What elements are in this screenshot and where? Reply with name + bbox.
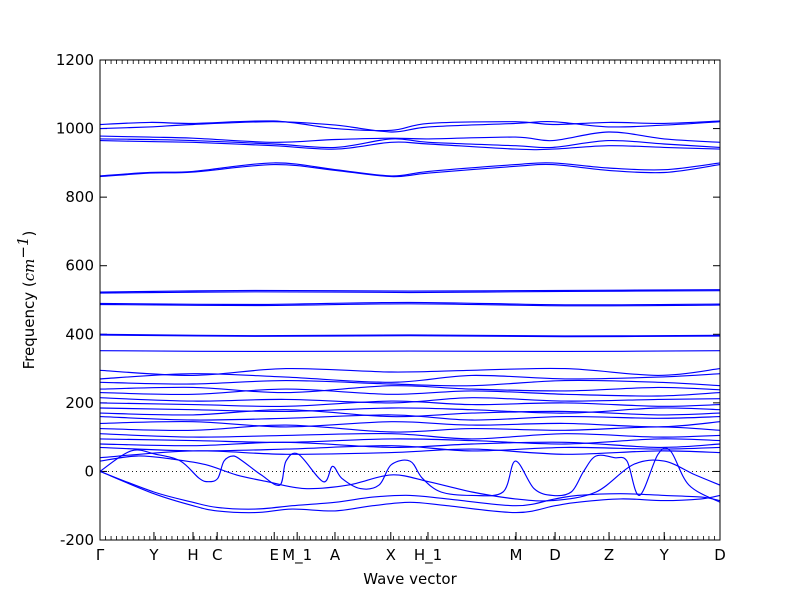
kpoint-label: Γ [96,546,105,564]
band-line [99,400,721,407]
band-line [99,397,721,404]
y-axis-label-exponent: −1 [14,236,32,258]
band-line [99,367,721,376]
band-line [99,379,721,387]
kpoint-label: Y [148,546,159,564]
band-line [99,424,721,433]
y-axis-label-suffix: ) [20,231,38,237]
kpoint-label: E [269,546,278,564]
x-axis-label: Wave vector [363,570,457,588]
band-line [99,289,721,293]
y-axis-ticks: -200 0 200 400 600 800 1000 1200 [56,51,720,549]
kpoint-label: C [212,546,222,564]
band-line [99,407,721,414]
band-line [99,162,721,177]
y-tick-label: 400 [65,325,94,343]
band-line [99,131,721,143]
band-line [99,421,721,428]
y-tick-label: 1200 [56,51,94,69]
y-tick-label: -200 [60,531,94,549]
band-line [99,385,721,394]
band-line [99,438,721,445]
band-line [99,448,721,459]
y-tick-label: 600 [65,257,94,275]
kpoint-label: M [510,546,523,564]
kpoint-label: H_1 [414,546,442,565]
y-tick-label: 1000 [56,120,94,138]
band-line [99,447,721,503]
kpoint-label: A [330,546,341,564]
band-line [99,333,721,337]
kpoint-label: H [187,546,198,564]
band-line [99,373,721,383]
band-line [99,120,721,132]
y-axis-label: Frequency (cm−1) [14,231,38,370]
band-line [99,290,721,294]
band-line [99,120,721,133]
band-line [99,140,721,151]
band-line [99,433,721,440]
y-tick-label: 800 [65,188,94,206]
kpoint-label: X [386,546,396,564]
band-line [99,138,721,149]
plot-frame [99,59,721,541]
band-line [99,414,721,421]
band-line [99,470,721,514]
kpoint-label: M_1 [282,546,312,565]
frequency-bands [99,120,721,514]
y-tick-label: 200 [65,394,94,412]
x-axis-ticks: Γ Y H C E M_1 A X H_1 M D Z Y D [96,60,726,565]
y-axis-label-unit: cm [20,259,38,282]
y-tick-label: 0 [84,462,94,480]
band-line [99,455,721,502]
band-line [99,301,721,306]
kpoint-label: Y [659,546,670,564]
kpoint-label: D [549,546,561,564]
band-line [99,388,721,397]
y-axis-label-prefix: Frequency ( [20,281,38,369]
band-line [99,303,721,307]
band-line [99,163,721,178]
band-line [99,350,721,352]
band-line [99,470,721,510]
band-line [99,334,721,338]
kpoint-label: Z [604,546,614,564]
kpoint-label: D [714,546,726,564]
